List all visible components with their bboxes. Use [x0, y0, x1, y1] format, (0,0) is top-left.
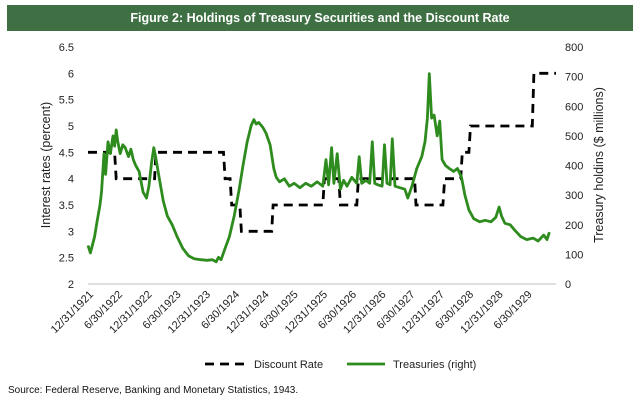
y2-tick-label: 800 [565, 42, 583, 54]
y-tick-label: 5 [68, 121, 74, 133]
figure-title: Figure 2: Holdings of Treasury Securitie… [7, 5, 633, 31]
legend-label-discount: Discount Rate [254, 359, 323, 371]
y-tick-label: 2.5 [59, 253, 74, 265]
y-axis-ticks: 2 2.5 3 3.5 4 4.5 5 5.5 6 6.5 [59, 42, 74, 291]
y2-axis-title: Treasury holdins ($ millions) [592, 87, 606, 243]
y-tick-label: 3 [68, 226, 74, 238]
legend-label-treasuries: Treasuries (right) [393, 359, 476, 371]
y2-axis-ticks: 0 100 200 300 400 500 600 700 800 [565, 42, 583, 291]
y2-tick-label: 200 [565, 220, 583, 232]
y-tick-label: 6 [68, 68, 74, 80]
y-axis-title: Interest rates (percent) [39, 102, 53, 228]
y-tick-label: 4 [68, 174, 74, 186]
series-discount-rate [88, 71, 556, 233]
legend: Discount Rate Treasuries (right) [205, 359, 476, 371]
source-note: Source: Federal Reserve, Banking and Mon… [8, 385, 299, 396]
y-tick-label: 3.5 [59, 200, 74, 212]
series-treasuries [86, 72, 551, 264]
y2-tick-label: 500 [565, 131, 583, 143]
y2-tick-label: 600 [565, 101, 583, 113]
y-tick-label: 6.5 [59, 42, 74, 54]
y2-tick-label: 0 [565, 279, 571, 291]
y2-tick-label: 100 [565, 249, 583, 261]
x-axis-ticks: 12/31/19216/30/192212/31/19226/30/192312… [49, 289, 535, 336]
y-tick-label: 5.5 [59, 95, 74, 107]
y2-tick-label: 700 [565, 72, 583, 84]
y2-tick-label: 400 [565, 161, 583, 173]
y-tick-label: 2 [68, 279, 74, 291]
y-tick-label: 4.5 [59, 147, 74, 159]
y2-tick-label: 300 [565, 190, 583, 202]
